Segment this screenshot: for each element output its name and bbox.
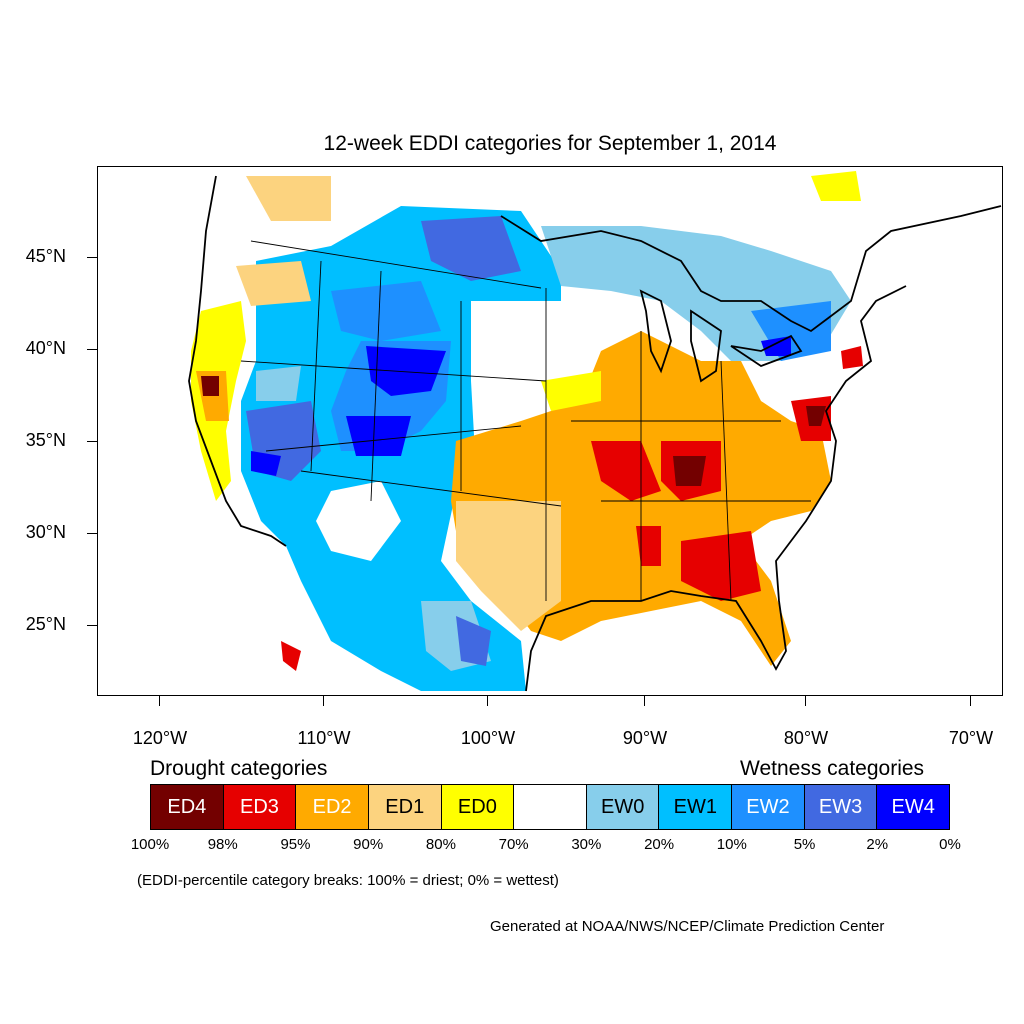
percentile-break-label: 95% [280, 836, 311, 853]
legend-box-ew1: EW1 [659, 785, 733, 829]
legend-box-ed0: ED0 [441, 785, 515, 829]
eddi-map [188, 171, 1002, 692]
percentile-break-label: 80% [425, 836, 456, 853]
category-breaks-note: (EDDI-percentile category breaks: 100% =… [137, 872, 559, 889]
y-tick-25 [87, 625, 97, 626]
percentile-break-label: 20% [644, 836, 675, 853]
y-tick-35 [87, 441, 97, 442]
percentile-break-label: 30% [571, 836, 602, 853]
category-legend: ED4 ED3 ED2 ED1 ED0 EW0 EW1 EW2 EW3 EW4 [150, 784, 950, 830]
x-label-120w: 120°W [132, 728, 188, 748]
x-tick-90w [644, 696, 645, 706]
drought-categories-heading: Drought categories [150, 757, 328, 780]
legend-box-ed3: ED3 [223, 785, 297, 829]
legend-box-ed2: ED2 [296, 785, 369, 829]
percentile-break-label: 5% [793, 836, 816, 853]
x-tick-120w [159, 696, 160, 706]
coastline [188, 175, 1002, 692]
map-title: 12-week EDDI categories for September 1,… [323, 132, 777, 155]
x-tick-110w [323, 696, 324, 706]
y-label-35n: 35°N [25, 430, 66, 450]
west-coast-drought-region [191, 171, 861, 671]
legend-box-ed1: ED1 [368, 785, 442, 829]
y-label-40n: 40°N [25, 338, 66, 358]
x-tick-70w [970, 696, 971, 706]
percentile-break-label: 0% [939, 836, 961, 853]
map-panel [97, 166, 1003, 696]
central-drought-region [451, 331, 863, 666]
x-label-90w: 90°W [622, 728, 668, 748]
percentile-break-label: 10% [716, 836, 747, 853]
x-label-70w: 70°W [948, 728, 994, 748]
y-tick-45 [87, 257, 97, 258]
legend-box-ew4: EW4 [877, 785, 950, 829]
y-label-45n: 45°N [25, 246, 66, 266]
percentile-break-label: 98% [207, 836, 238, 853]
x-label-80w: 80°W [783, 728, 829, 748]
credit-line: Generated at NOAA/NWS/NCEP/Climate Predi… [490, 918, 885, 935]
legend-box-neutral [514, 785, 587, 829]
percentile-break-label: 70% [498, 836, 529, 853]
x-label-100w: 100°W [460, 728, 516, 748]
x-tick-80w [805, 696, 806, 706]
x-tick-100w [487, 696, 488, 706]
western-wet-region [241, 206, 561, 691]
y-label-25n: 25°N [25, 614, 66, 634]
legend-box-ed4: ED4 [151, 785, 224, 829]
legend-box-ew3: EW3 [804, 785, 878, 829]
legend-box-ew0: EW0 [586, 785, 660, 829]
percentile-break-label: 90% [353, 836, 384, 853]
y-tick-40 [87, 349, 97, 350]
percentile-break-label: 2% [866, 836, 889, 853]
x-label-110w: 110°W [297, 728, 351, 748]
percentile-break-label: 100% [130, 836, 170, 853]
y-label-30n: 30°N [25, 522, 66, 542]
y-tick-30 [87, 533, 97, 534]
wetness-categories-heading: Wetness categories [740, 757, 925, 780]
state-borders [240, 240, 811, 602]
legend-box-ew2: EW2 [732, 785, 805, 829]
